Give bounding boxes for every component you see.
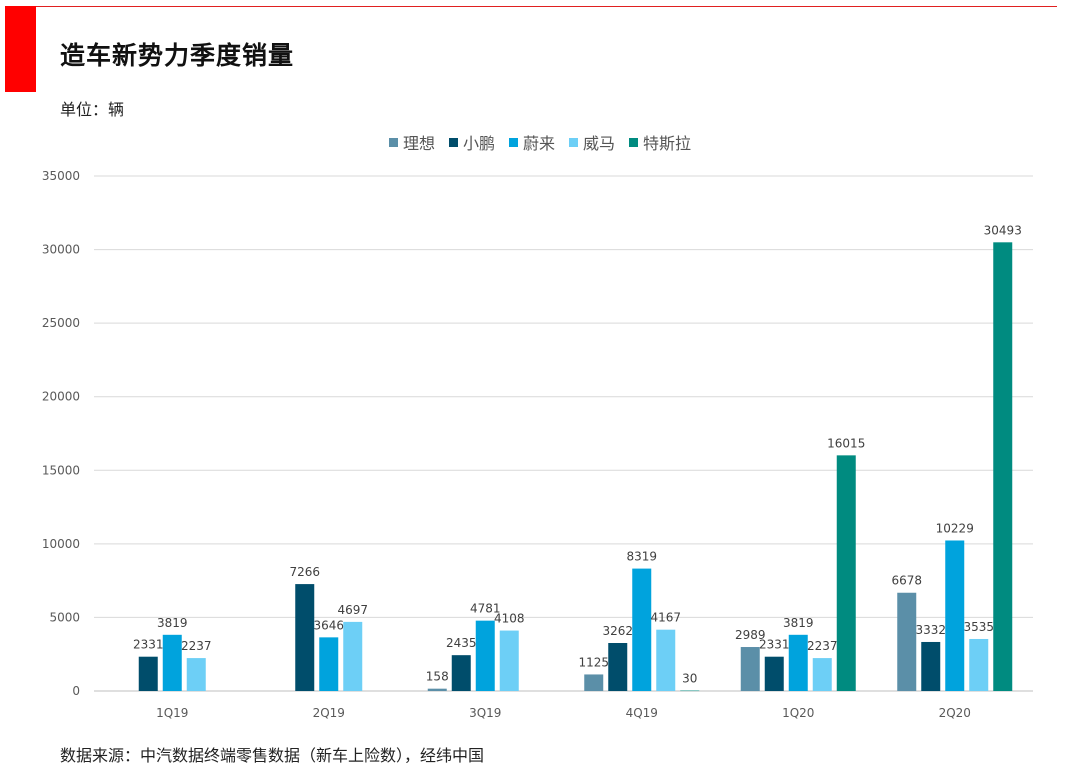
bar (319, 637, 339, 691)
data-label: 2237 (181, 639, 212, 653)
data-label: 16015 (827, 436, 865, 450)
bar (343, 621, 363, 691)
bar (632, 568, 652, 691)
data-label: 4697 (337, 603, 368, 617)
top-rule (5, 6, 1057, 7)
data-label: 2331 (759, 638, 790, 652)
legend-label: 蔚来 (522, 134, 555, 153)
bar (740, 647, 760, 691)
data-label: 6678 (891, 574, 922, 588)
bar (897, 592, 917, 691)
data-label: 4781 (470, 602, 501, 616)
bar (475, 620, 495, 691)
data-label: 8319 (626, 550, 657, 564)
x-tick-label: 4Q19 (626, 706, 658, 720)
bar (945, 540, 965, 691)
bar (138, 656, 158, 691)
bar (788, 634, 808, 691)
bar (969, 638, 989, 691)
bar (656, 629, 676, 691)
red-accent-block (5, 6, 36, 92)
chart-legend: 理想 小鹏 蔚来 威马 特斯拉 (0, 130, 1080, 154)
data-label: 7266 (289, 565, 320, 579)
y-tick-label: 25000 (42, 316, 80, 330)
legend-label: 小鹏 (462, 134, 495, 153)
legend-item: 威马 (569, 130, 615, 154)
y-tick-label: 0 (72, 684, 80, 698)
bar (812, 658, 832, 691)
data-label: 4167 (650, 611, 681, 625)
legend-label: 理想 (402, 134, 435, 153)
bar (993, 242, 1013, 691)
legend-swatch (448, 137, 458, 147)
y-tick-label: 20000 (42, 390, 80, 404)
legend-label: 威马 (583, 134, 616, 153)
bar (499, 630, 519, 691)
data-label: 158 (426, 670, 449, 684)
data-label: 3332 (915, 623, 946, 637)
bar (162, 634, 182, 691)
bar (427, 688, 447, 691)
page-title: 造车新势力季度销量 (60, 41, 295, 70)
legend-swatch (508, 137, 518, 147)
bar (186, 658, 206, 691)
data-label: 2237 (807, 639, 838, 653)
bar (680, 690, 700, 692)
data-label: 1125 (578, 655, 609, 669)
data-label: 3819 (157, 616, 188, 630)
legend-item: 理想 (388, 130, 435, 154)
x-tick-label: 3Q19 (469, 706, 501, 720)
bar (836, 455, 856, 691)
data-label: 4108 (494, 612, 525, 626)
data-label: 10229 (936, 521, 974, 535)
data-label: 3262 (602, 624, 633, 638)
data-label: 2331 (133, 638, 164, 652)
x-tick-label: 2Q20 (939, 706, 971, 720)
data-label: 3819 (783, 616, 814, 630)
x-tick-label: 1Q20 (782, 706, 814, 720)
legend-swatch (569, 137, 578, 147)
legend-item: 蔚来 (508, 130, 555, 154)
legend-item: 小鹏 (448, 130, 495, 154)
data-label: 3535 (963, 620, 994, 634)
bar (451, 655, 471, 691)
data-label: 2989 (735, 628, 766, 642)
legend-label: 特斯拉 (643, 134, 692, 153)
bar (295, 584, 315, 691)
legend-item: 特斯拉 (629, 130, 691, 154)
bar (921, 641, 941, 691)
legend-swatch (388, 137, 398, 147)
source-note: 数据来源：中汽数据终端零售数据（新车上险数），经纬中国 (60, 746, 485, 765)
legend-swatch (629, 137, 639, 147)
data-label: 30493 (984, 223, 1022, 237)
bar (764, 656, 784, 691)
x-tick-label: 1Q19 (156, 706, 188, 720)
y-tick-label: 5000 (49, 610, 80, 624)
data-label: 3646 (313, 618, 344, 632)
bar (608, 643, 628, 691)
y-tick-label: 15000 (42, 463, 80, 477)
unit-label: 单位：辆 (60, 100, 125, 119)
bar (584, 674, 604, 691)
data-label: 30 (682, 672, 697, 686)
x-tick-label: 2Q19 (313, 706, 345, 720)
y-tick-label: 35000 (42, 169, 80, 183)
y-tick-label: 10000 (42, 537, 80, 551)
y-tick-label: 30000 (42, 243, 80, 257)
data-label: 2435 (446, 636, 477, 650)
